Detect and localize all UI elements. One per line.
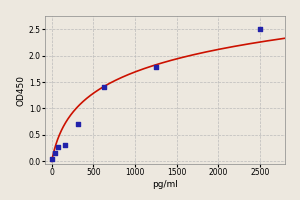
Point [75,123,80,126]
Point [153,66,158,69]
Point [52,152,57,155]
X-axis label: pg/ml: pg/ml [152,180,178,189]
Point [62,144,67,147]
Point [258,28,262,31]
Point [101,86,106,89]
Point [56,145,61,149]
Y-axis label: OD450: OD450 [17,74,26,106]
Point [49,157,54,160]
